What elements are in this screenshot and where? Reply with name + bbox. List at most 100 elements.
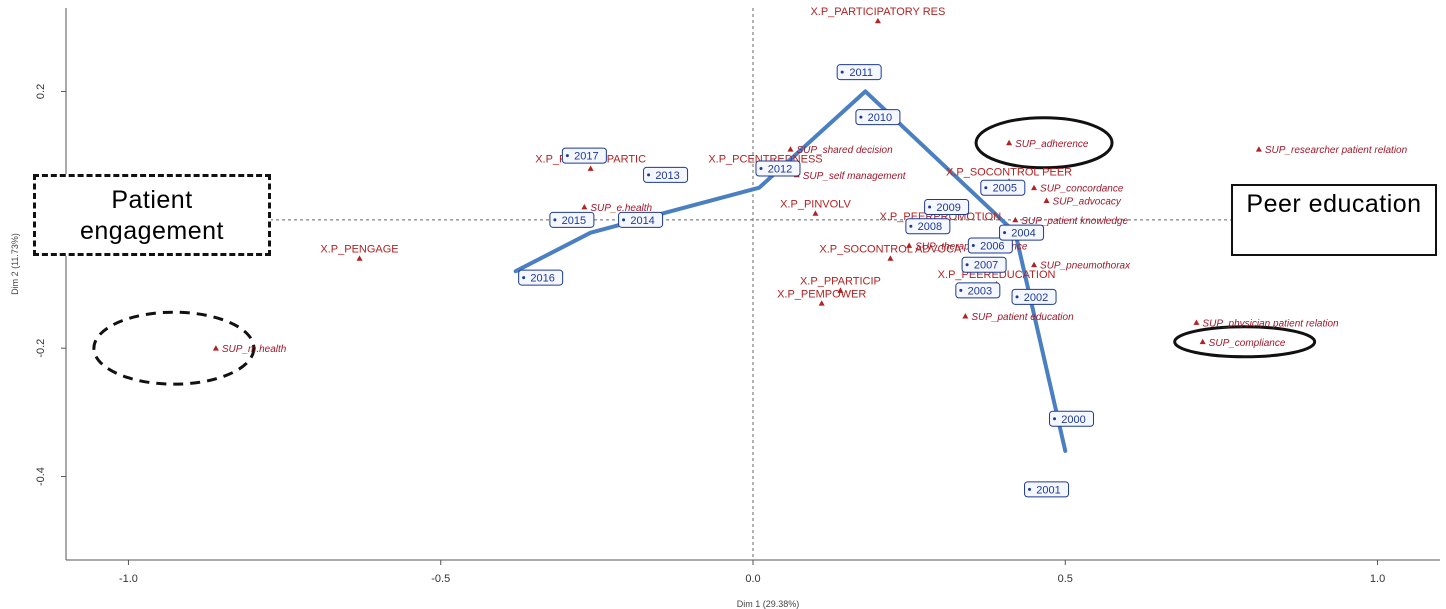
y-axis-title: Dim 2 (11.73%) [10,233,20,295]
supplementary-label-sup-self-management: SUP_self management [803,171,907,182]
year-point-2009 [928,205,932,209]
supplementary-point-sup-e-health [581,203,588,210]
variable-point-x-p-pengage [356,255,363,261]
year-point-2016 [522,276,526,280]
year-label-2003: 2003 [968,285,992,297]
supplementary-label-sup-researcher-patient-relation: SUP_researcher patient relation [1265,145,1408,156]
supplementary-point-sup-shared-decision [787,146,794,152]
year-box-2010 [855,109,901,126]
supplementary-point-sup-patient-education [962,313,969,319]
highlight-ellipse-sup-m-health [92,310,256,386]
year-points: 2017 2011 2010 2012 2013 2005 2009 2015 2014 2008… [518,64,1095,498]
year-box-2015 [549,211,595,228]
year-box-2002 [1011,288,1057,305]
variable-point-x-p-pexper-partic [587,165,594,171]
year-label-2015: 2015 [562,215,586,227]
variable-point-x-p-pparticip [837,287,844,293]
variable-label-x-p-pempower: X.P_PEMPOWER [777,288,866,300]
variable-point-x-p-pempower [818,300,825,306]
supplementary-point-sup-pneumothorax [1031,261,1038,268]
year-label-2012: 2012 [768,163,792,175]
supplementary-label-sup-physician-patient-relation: SUP_physician patient relation [1202,319,1339,330]
variable-label-x-p-pengage: X.P_PENGAGE [320,243,398,255]
variable-point-x-p-socontrol-advoca [887,255,894,261]
year-box-2000 [1049,410,1095,427]
year-label-2014: 2014 [630,215,654,227]
year-box-2003 [955,282,1001,299]
variable-point-x-p-pinvolv [812,210,819,216]
year-label-2006: 2006 [980,240,1004,252]
year-label-2000: 2000 [1061,414,1085,426]
year-point-2017 [565,154,569,158]
year-box-2014 [618,211,664,228]
year-point-2001 [1028,487,1032,491]
supplementary-point-sup-concordance [1031,184,1038,191]
year-box-2004 [999,224,1045,241]
year-point-2004 [1003,231,1007,235]
supplementary-label-sup-shared-decision: SUP_shared decision [796,145,893,156]
reference-lines [66,8,1440,560]
variable-label-x-p-participatory-res: X.P_PARTICIPATORY RES [810,6,945,18]
year-point-2013 [647,173,651,177]
year-box-2009 [924,198,970,215]
y-tick-label: -0.4 [35,467,47,486]
supplementary-label-sup-advocacy: SUP_advocacy [1053,197,1122,208]
year-box-2017 [561,147,607,164]
year-label-2007: 2007 [974,260,998,272]
year-label-2016: 2016 [530,273,554,285]
year-label-2017: 2017 [574,151,598,163]
y-tick-label: 0.2 [35,84,47,99]
supplementary-point-sup-therapeutic-alliance [906,242,913,248]
year-label-2009: 2009 [936,202,960,214]
x-tick-label: 0.0 [745,573,760,585]
supplementary-label-sup-pneumothorax: SUP_pneumothorax [1040,261,1131,272]
axis-ticks: -1.0 -0.5 0.0 0.5 1.0 -0.4 -0.2 0.2 [35,84,1385,585]
year-box-2013 [643,166,689,183]
supplementary-label-sup-compliance: SUP_compliance [1209,338,1286,349]
year-label-2004: 2004 [1011,228,1035,240]
variable-points: X.P_PARTICIPATORY RESX.P_PCENTREDNESSX.P… [320,6,1072,306]
year-box-2006 [967,237,1013,254]
year-box-2007 [961,256,1007,273]
supplementary-label-sup-e-health: SUP_e.health [590,203,652,214]
year-point-2010 [859,115,863,119]
supplementary-point-sup-physician-patient-relation [1193,319,1200,325]
year-point-2007 [965,263,969,267]
year-label-2008: 2008 [918,221,942,233]
x-axis-title: Dim 1 (29.38%) [737,599,800,609]
year-box-2016 [518,269,564,286]
x-tick-label: -0.5 [431,573,450,585]
year-trajectory [513,89,1068,453]
year-label-2010: 2010 [868,112,892,124]
variable-label-x-p-socontrol-advoca: X.P_SOCONTROL ADVOCA [819,243,962,255]
x-tick-label: -1.0 [119,573,138,585]
annotation-patient-engagement: Patient engagement [33,174,271,256]
year-point-2003 [959,288,963,292]
year-point-2011 [840,70,844,74]
year-point-2002 [1015,295,1019,299]
year-label-2005: 2005 [993,183,1017,195]
year-box-2011 [836,64,882,81]
supplementary-label-sup-adherence: SUP_adherence [1015,139,1089,150]
year-label-2002: 2002 [1024,292,1048,304]
year-box-2008 [905,218,951,235]
year-point-2008 [909,224,913,228]
highlight-ellipses [92,116,1317,386]
trajectory-line [513,89,1068,453]
year-point-2000 [1053,417,1057,421]
year-label-2001: 2001 [1036,484,1060,496]
supplementary-label-sup-patient-education: SUP_patient education [971,312,1074,323]
supplementary-point-sup-adherence [1006,139,1013,146]
year-point-2005 [984,186,988,190]
supplementary-label-sup-concordance: SUP_concordance [1040,184,1124,195]
year-point-2006 [971,243,975,247]
supplementary-label-sup-patient-knowledge: SUP_patient knowledge [1021,216,1128,227]
year-box-2001 [1024,481,1070,498]
variable-label-x-p-pinvolv: X.P_PINVOLV [780,198,851,210]
year-point-2015 [553,218,557,222]
supplementary-point-sup-compliance [1199,338,1206,345]
y-tick-label: -0.2 [35,339,47,358]
year-label-2011: 2011 [849,67,873,79]
variable-label-x-p-socontrol-peer: X.P_SOCONTROL PEER [946,166,1072,178]
